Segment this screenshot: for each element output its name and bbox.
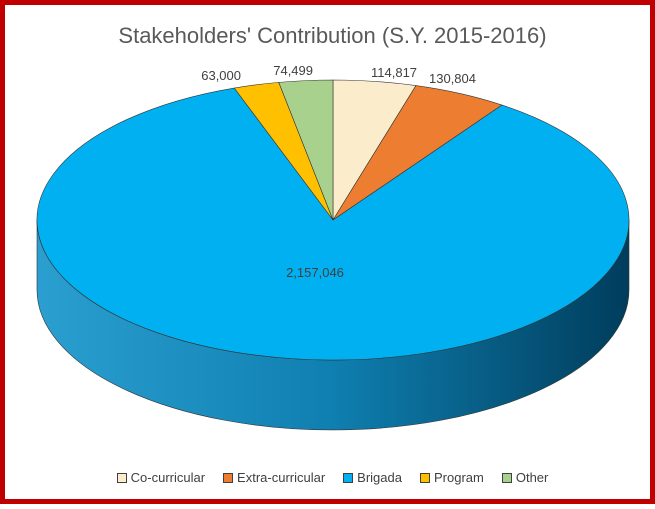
legend-label: Co-curricular	[130, 470, 206, 485]
data-label-co-curricular: 114,817	[371, 65, 417, 80]
chart-legend: Co-curricular Extra-curricular Brigada Prog…	[5, 470, 655, 485]
chart-title: Stakeholders' Contribution (S.Y. 2015-20…	[118, 23, 547, 48]
legend-swatch	[419, 472, 430, 483]
legend-item-extra-curricular: Extra-curricular	[223, 470, 325, 485]
pie-chart: 114,817 130,804 2,157,046 63,000 74,499	[36, 63, 630, 431]
legend-label: Brigada	[357, 470, 402, 485]
legend-item-other: Other	[501, 470, 549, 485]
legend-item-program: Program	[419, 470, 484, 485]
pie-slice-other	[278, 79, 334, 221]
legend-swatch	[501, 472, 512, 483]
pie-slice-brigada	[36, 87, 630, 361]
legend-swatch	[343, 472, 354, 483]
legend-swatch	[223, 472, 234, 483]
legend-swatch	[116, 472, 127, 483]
data-label-extra-curricular: 130,804	[429, 71, 476, 86]
legend-label: Program	[433, 470, 484, 485]
legend-item-brigada: Brigada	[343, 470, 402, 485]
data-label-brigada: 2,157,046	[286, 265, 344, 280]
legend-label: Other	[515, 470, 549, 485]
legend-label: Extra-curricular	[237, 470, 326, 485]
data-label-other: 74,499	[273, 63, 313, 78]
legend-item-co-curricular: Co-curricular	[116, 470, 206, 485]
data-label-program: 63,000	[201, 68, 241, 83]
